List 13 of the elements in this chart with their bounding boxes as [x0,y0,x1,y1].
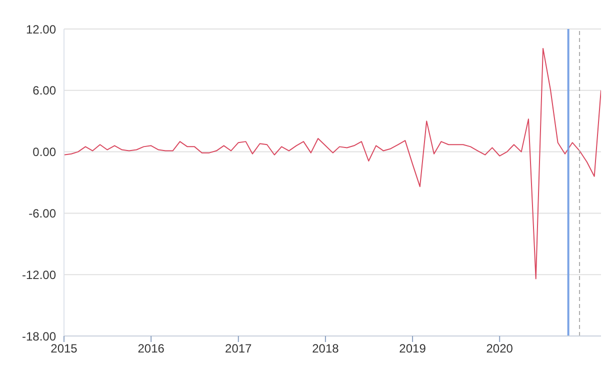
y-tick-label: -12.00 [22,268,56,282]
y-tick-label: 0.00 [32,145,56,160]
x-tick-label: 2016 [138,342,165,356]
x-tick-label: 2020 [486,342,514,356]
y-tick-label: 6.00 [32,84,56,98]
x-tick-label: 2019 [399,342,426,356]
y-tick-label: -6.00 [28,206,56,220]
y-tick-label: -18.00 [22,329,56,344]
y-tick-label: 12.00 [26,22,56,36]
x-tick-label: 2017 [225,342,252,356]
line-series [64,48,601,280]
x-tick-label: 2015 [50,342,78,356]
x-tick-label: 2018 [312,342,340,356]
